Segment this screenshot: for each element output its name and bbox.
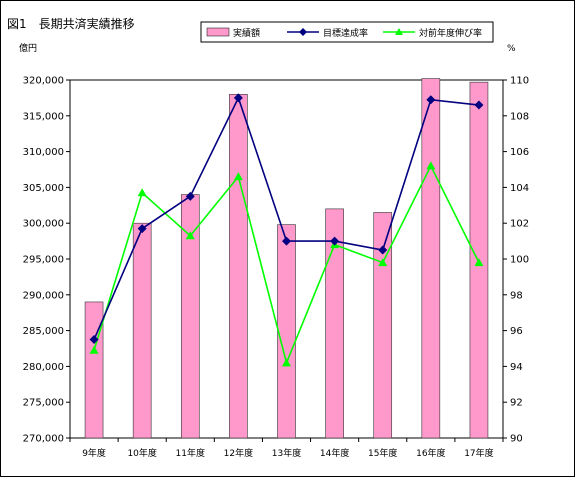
legend-label-bars: 実績額 (233, 27, 260, 39)
legend: 実績額 目標達成率 対前年度伸び率 (200, 21, 494, 43)
x-axis-label: 13年度 (272, 447, 301, 459)
right-axis-tick-label: 110 (510, 76, 529, 87)
target-rate-point (330, 236, 340, 246)
left-axis-tick-label: 300,000 (23, 219, 64, 230)
x-axis-label: 16年度 (416, 447, 445, 459)
bar-16年度 (421, 78, 441, 439)
right-axis-tick-label: 98 (510, 290, 523, 301)
x-axis-label: 17年度 (464, 447, 493, 459)
left-axis-tick-label: 275,000 (23, 398, 64, 409)
right-axis-tick-label: 108 (510, 111, 529, 122)
left-axis-tick-label: 285,000 (23, 326, 64, 337)
left-axis-tick-label: 315,000 (23, 111, 64, 122)
growth-rate-point (378, 258, 388, 267)
bar-15年度 (373, 212, 393, 439)
target-rate-point (378, 245, 388, 255)
right-axis-tick-label: 102 (510, 219, 529, 230)
left-axis-tick-label: 295,000 (23, 255, 64, 266)
bar-14年度 (325, 208, 344, 439)
right-axis-tick-label: 90 (510, 434, 523, 445)
x-axis-label: 11年度 (176, 447, 205, 459)
x-axis-label: 12年度 (224, 447, 253, 459)
growth-rate-point (426, 161, 436, 170)
x-axis-label: 9年度 (82, 447, 106, 459)
chart-title: 図1 長期共済実績推移 (7, 16, 135, 31)
growth-rate-point (185, 231, 195, 240)
legend-label-growth: 対前年度伸び率 (419, 27, 482, 39)
growth-rate-point (474, 258, 484, 267)
bar-12年度 (229, 94, 248, 439)
target-rate-point (89, 335, 99, 345)
left-axis-tick-label: 290,000 (23, 290, 64, 301)
growth-rate-point (282, 358, 291, 367)
x-axis-label: 14年度 (320, 447, 349, 459)
left-axis-tick-label: 280,000 (23, 362, 64, 373)
growth-rate-point (137, 188, 147, 197)
right-axis-tick-label: 94 (510, 362, 523, 373)
left-axis-tick-label: 270,000 (23, 434, 64, 445)
right-axis-tick-label: 104 (510, 183, 529, 194)
legend-label-target: 目標達成率 (323, 27, 368, 39)
right-axis-tick-label: 92 (510, 398, 523, 409)
right-axis-unit: % (507, 44, 516, 54)
legend-box (200, 21, 494, 43)
bar-13年度 (277, 224, 296, 439)
target-rate-point (474, 100, 484, 110)
legend-marker-target (299, 28, 307, 36)
left-axis-unit: 億円 (19, 42, 37, 54)
target-rate-point (426, 95, 436, 105)
legend-swatch-bars (206, 27, 230, 37)
bar-10年度 (132, 222, 152, 439)
growth-rate-point (89, 345, 99, 354)
x-axis-label: 10年度 (127, 447, 156, 459)
target-rate-point (137, 224, 147, 234)
left-axis-tick-label: 310,000 (23, 147, 64, 158)
left-axis-tick-label: 305,000 (23, 183, 64, 194)
plot-area: 270,000 275,000 280,000 285,000 290,000 295,0… (23, 76, 529, 460)
target-rate-point (233, 93, 243, 103)
growth-rate-point (233, 172, 243, 181)
left-axis-tick-label: 320,000 (23, 76, 64, 87)
target-rate-point (185, 191, 195, 201)
right-axis-tick-label: 106 (510, 147, 529, 158)
bar-9年度 (84, 301, 104, 439)
right-axis-tick-label: 96 (510, 326, 523, 337)
x-axis-label: 15年度 (368, 447, 397, 459)
legend-marker-growth (395, 28, 403, 35)
target-rate-point (282, 236, 291, 246)
right-axis-tick-label: 100 (510, 255, 529, 266)
